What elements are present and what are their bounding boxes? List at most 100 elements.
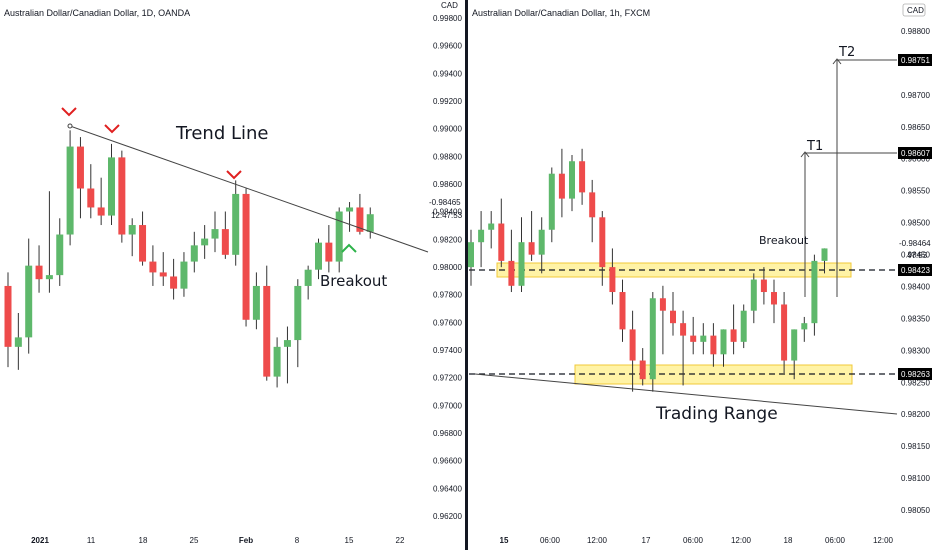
bullish-candle-body (232, 193, 240, 255)
bullish-candle-body (538, 229, 545, 255)
right-candle (589, 179, 596, 243)
right-price-tick-label: 0.98600 (901, 155, 930, 164)
left-price-tick-label: 0.99800 (433, 14, 462, 23)
right-candle (508, 229, 515, 293)
price-tag-t2: 0.98751 (898, 54, 932, 66)
bearish-candle-body (242, 193, 250, 320)
right-candle (781, 292, 788, 373)
right-candle (791, 329, 798, 380)
left-last-price-dash: - (429, 198, 432, 207)
trend-line-anchor[interactable] (67, 123, 73, 129)
left-candle (366, 207, 374, 239)
left-time-tick-label: 18 (139, 536, 148, 545)
bearish-candle-body (221, 229, 229, 255)
right-price-tick-label: 0.98050 (901, 506, 930, 515)
left-time-tick-label: 11 (87, 536, 96, 545)
right-chart-title: Australian Dollar/Canadian Dollar, 1h, F… (472, 8, 650, 18)
right-price-tick-label: 0.98300 (901, 346, 930, 355)
right-price-tick-label: 0.98700 (901, 91, 930, 100)
bullish-candle-body (569, 161, 575, 199)
right-price-tick-label: 0.98550 (901, 187, 930, 196)
trading-range-label: Trading Range (655, 404, 778, 424)
bearish-candle-body (599, 217, 606, 268)
left-price-tick-label: 0.96600 (433, 457, 462, 466)
right-time-tick-label: 06:00 (825, 536, 846, 545)
bullish-candle-body (56, 234, 64, 276)
bearish-candle-body (690, 335, 697, 342)
right-candle (821, 248, 828, 274)
right-candle (801, 316, 808, 342)
right-candle (569, 155, 575, 212)
right-candle (750, 273, 757, 324)
right-candle (468, 229, 474, 286)
left-price-tick-label: 0.97000 (433, 401, 462, 410)
right-time-axis[interactable]: 15 06:00 12:00 17 06:00 12:00 18 06:00 12:00 (500, 536, 894, 545)
left-candle (56, 218, 64, 286)
left-candle (76, 137, 84, 219)
right-currency-label: CAD (907, 6, 924, 15)
left-price-tick-label: 0.97400 (433, 346, 462, 355)
right-time-tick-label: 17 (642, 536, 651, 545)
bullish-candle-body (518, 242, 525, 286)
right-candle (478, 211, 485, 268)
left-price-tick-label: 0.99600 (433, 42, 462, 51)
left-candle (221, 211, 229, 259)
left-candle (263, 265, 271, 381)
right-time-tick-label: 12:00 (873, 536, 894, 545)
left-candle (242, 188, 250, 327)
bullish-candle-body (335, 211, 343, 262)
pane-divider[interactable] (465, 0, 468, 550)
left-candle (180, 252, 188, 297)
bullish-candle-body (478, 229, 485, 243)
bearish-candle-body (710, 335, 717, 355)
right-countdown: 47:53 (907, 251, 928, 260)
bullish-candle-body (488, 223, 495, 230)
left-chart-pane[interactable]: Australian Dollar/Canadian Dollar, 1D, O… (4, 1, 463, 545)
bullish-candle-body (791, 329, 798, 361)
left-time-tick-label: 2021 (31, 536, 49, 545)
right-candle (639, 348, 646, 386)
left-price-tick-label: 0.96200 (433, 512, 462, 521)
left-price-tick-label: 0.97200 (433, 374, 462, 383)
left-price-tick-label: 0.97600 (433, 318, 462, 327)
left-candle (294, 279, 302, 368)
left-candle (118, 150, 126, 243)
left-time-tick-label: Feb (239, 536, 253, 545)
t2-label: T2 (838, 45, 855, 60)
right-price-tick-label: 0.98200 (901, 410, 930, 419)
right-currency-box[interactable] (902, 3, 926, 17)
right-chart-pane[interactable]: Australian Dollar/Canadian Dollar, 1h, F… (468, 3, 932, 545)
bullish-candle-body (801, 323, 808, 330)
right-candle (488, 211, 495, 249)
right-candle (771, 279, 777, 324)
bullish-candle-body (811, 260, 818, 324)
swing-high-marker-2 (104, 124, 120, 134)
right-price-tick-label: 0.98450 (901, 251, 930, 260)
bullish-candle-body (649, 298, 656, 380)
right-candle (528, 211, 535, 261)
right-time-tick-label: 18 (784, 536, 793, 545)
bearish-candle-body (76, 146, 84, 189)
left-price-tick-label: 0.96800 (433, 429, 462, 438)
right-time-tick-label: 12:00 (587, 536, 608, 545)
bearish-candle-body (159, 272, 167, 277)
lower-trend-line[interactable] (474, 373, 898, 415)
bearish-candle-body (170, 276, 178, 289)
right-last-price-dash: - (899, 239, 902, 248)
left-candle (66, 130, 74, 246)
right-candle (558, 148, 565, 218)
bearish-candle-body (118, 157, 126, 235)
left-candle (97, 177, 105, 226)
left-price-axis[interactable]: 0.99800 0.99600 0.99400 0.99200 0.99000 0.988… (433, 14, 462, 521)
left-candle (139, 211, 147, 266)
left-currency-label: CAD (441, 1, 458, 10)
trend-line[interactable] (69, 125, 429, 253)
bullish-candle-body (190, 245, 198, 262)
left-time-axis[interactable]: 2021 11 18 25 Feb 8 15 22 (31, 536, 405, 545)
bearish-candle-body (97, 207, 105, 216)
left-time-tick-label: 22 (396, 536, 405, 545)
right-candle (538, 217, 545, 274)
bearish-candle-body (680, 323, 687, 336)
bullish-candle-body (45, 275, 53, 280)
bullish-candle-body (315, 242, 322, 270)
